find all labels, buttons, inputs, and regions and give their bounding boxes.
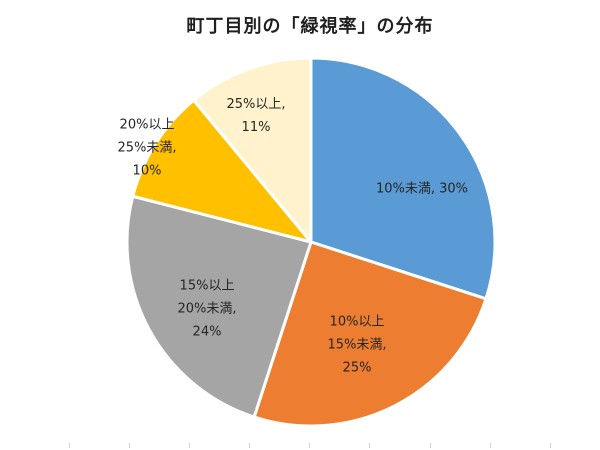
data-label-5: 25%以上, 11%	[226, 93, 285, 139]
tick-mark	[69, 443, 70, 448]
data-label-3: 15%以上 20%未満, 24%	[177, 275, 236, 344]
data-label-line: 10%未満, 30%	[375, 181, 469, 197]
chart-title: 町丁目別の「緑視率」の分布	[186, 16, 434, 37]
tick-mark	[490, 443, 491, 448]
pie-slices	[125, 56, 497, 428]
data-label-4: 20%以上 25%未満, 10%	[117, 114, 176, 183]
data-label-1: 10%未満, 30%	[376, 178, 468, 201]
data-label-line: 20%以上	[119, 117, 175, 133]
tick-mark	[430, 443, 431, 448]
tick-mark	[309, 443, 310, 448]
data-label-2: 10%以上 15%未満, 25%	[327, 311, 386, 380]
pie-slice-3	[125, 194, 313, 419]
data-label-line: 25%未満,	[117, 140, 177, 156]
axis-ticks	[0, 443, 600, 450]
pie-slice-4	[131, 98, 313, 244]
data-label-line: 15%以上	[179, 278, 235, 294]
pie-slice-5	[192, 56, 313, 244]
tick-mark	[129, 443, 130, 448]
pie-slice-2	[252, 240, 488, 428]
data-label-line: 11%	[241, 120, 271, 135]
tick-mark	[189, 443, 190, 448]
data-label-line: 20%未満,	[177, 301, 237, 317]
tick-mark	[249, 443, 250, 448]
data-label-line: 10%以上	[329, 314, 385, 330]
tick-mark	[550, 443, 551, 448]
data-label-line: 10%	[132, 163, 162, 179]
data-label-line: 15%未満,	[327, 337, 387, 353]
data-label-line: 25%以上,	[226, 97, 286, 112]
tick-mark	[369, 443, 370, 448]
data-label-line: 25%	[342, 360, 372, 376]
data-label-line: 24%	[192, 324, 222, 340]
pie-slice-1	[309, 56, 497, 301]
